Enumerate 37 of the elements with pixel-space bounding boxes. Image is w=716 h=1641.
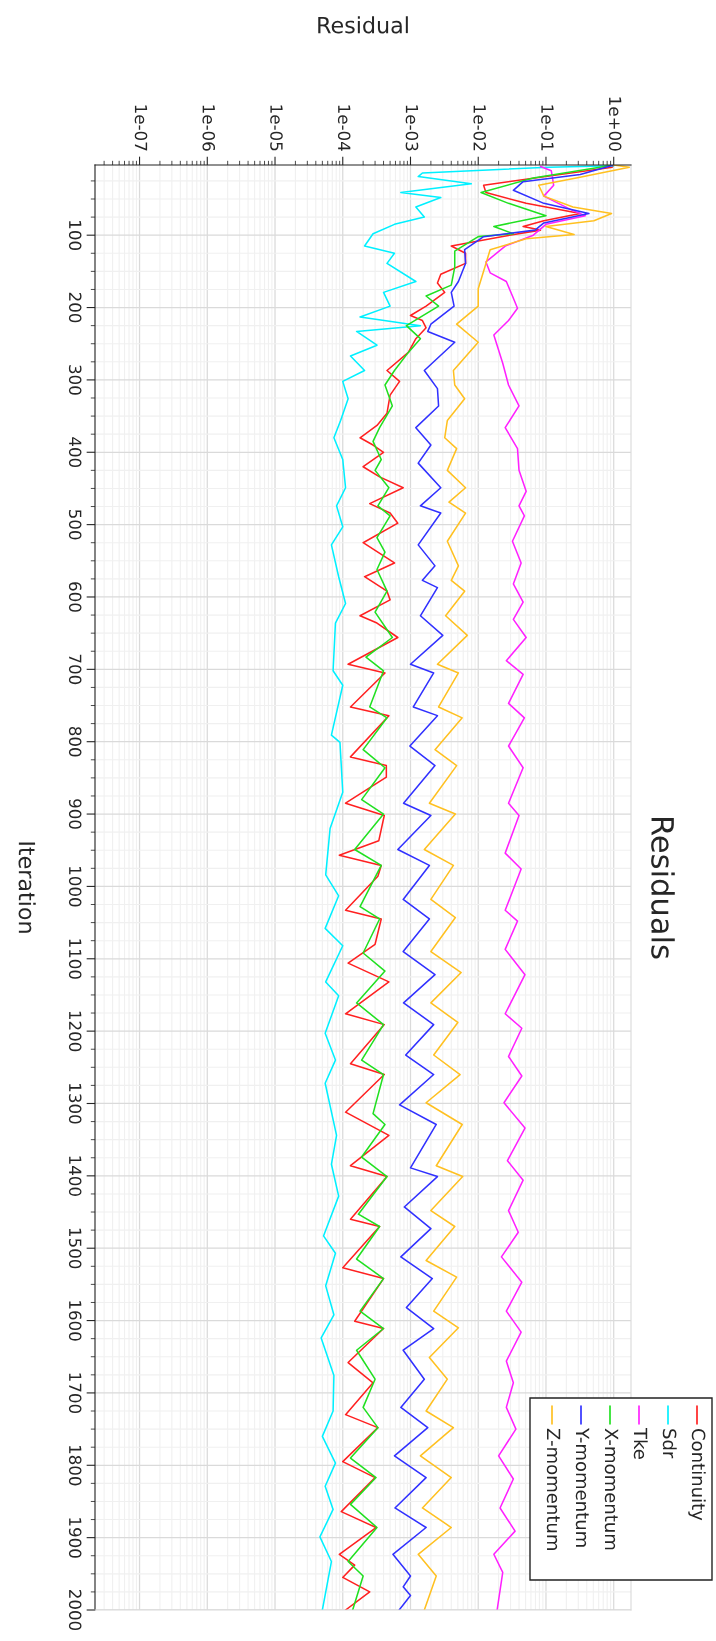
y-tick-label: 300 xyxy=(68,365,82,395)
legend-label: Tke xyxy=(633,1427,648,1459)
x-tick-label: 1e-02 xyxy=(473,105,486,151)
y-tick-label: 1800 xyxy=(68,1445,82,1486)
y-tick-label: 800 xyxy=(68,726,82,757)
x-tick-label: 1e-03 xyxy=(405,105,419,151)
y-tick-label: 1700 xyxy=(68,1373,82,1414)
y-tick-label: 1900 xyxy=(68,1518,82,1558)
x-axis-title: Residual xyxy=(318,16,408,34)
legend-label: X-momentum xyxy=(604,1428,619,1550)
y-tick-label: 1300 xyxy=(68,1084,82,1124)
x-tick-label: 1e-04 xyxy=(337,105,351,151)
legend-label: Y-momentum xyxy=(575,1427,590,1547)
y-tick-label: 200 xyxy=(68,292,82,323)
x-tick-label: 1e-05 xyxy=(270,105,283,151)
y-tick-label: 700 xyxy=(68,654,82,685)
x-tick-label: 1e-01 xyxy=(541,105,554,151)
x-tick-label: 1e+00 xyxy=(608,97,622,151)
text: Residuals xyxy=(651,818,675,959)
y-tick-label: 1200 xyxy=(68,1011,82,1052)
y-tick-label: 400 xyxy=(68,437,82,468)
y-tick-label: 2000 xyxy=(68,1590,82,1631)
y-axis-title: Iteration xyxy=(18,842,36,933)
x-tick-label: 1e-07 xyxy=(134,105,148,151)
y-tick-label: 600 xyxy=(68,582,82,612)
y-tick-label: 100 xyxy=(68,221,82,250)
y-tick-label: 1000 xyxy=(68,867,82,907)
legend-label: Continuity xyxy=(688,1429,706,1521)
x-tick-label: 1e-06 xyxy=(202,105,216,151)
y-tick-label: 1400 xyxy=(68,1156,82,1196)
y-tick-label: 900 xyxy=(68,799,82,829)
y-tick-label: 1500 xyxy=(68,1228,82,1269)
y-tick-label: 500 xyxy=(68,510,82,540)
y-tick-label: 1600 xyxy=(68,1301,82,1341)
legend-label: Z-momentum xyxy=(546,1428,561,1550)
legend-label: Sdr xyxy=(662,1429,677,1459)
y-tick-label: 1100 xyxy=(68,939,82,979)
